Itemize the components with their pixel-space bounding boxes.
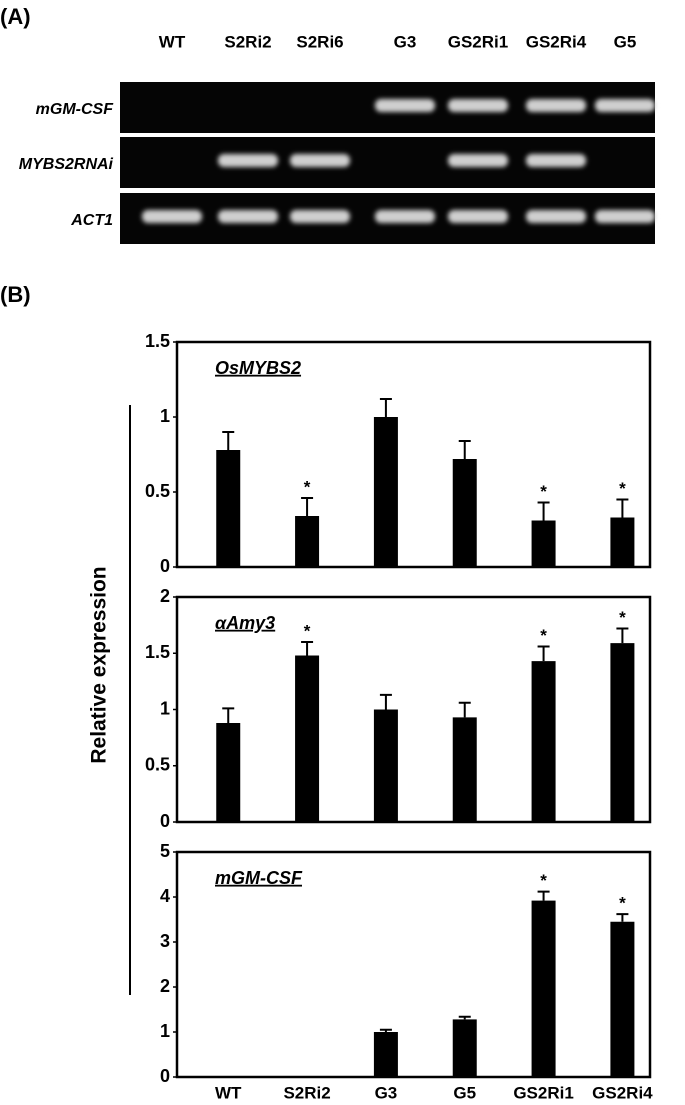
bar (216, 723, 241, 822)
bar (531, 900, 556, 1077)
y-tick-label: 0.5 (145, 481, 170, 501)
gel-band (526, 154, 586, 167)
gel-band (218, 210, 278, 223)
gel-band (448, 210, 508, 223)
plot-frame (175, 340, 652, 569)
y-axis-label: Relative expression (88, 566, 111, 763)
error-bar (458, 701, 471, 718)
significance-mark: * (540, 871, 547, 890)
gel-band (375, 210, 435, 223)
y-tick-label: 0 (160, 811, 170, 831)
lane-label: WT (159, 32, 186, 51)
panel-label: (B) (0, 282, 31, 307)
y-tick-label: 3 (160, 931, 170, 951)
bar (452, 717, 477, 822)
panel-label: (A) (0, 4, 31, 29)
x-tick-label: WT (215, 1083, 242, 1102)
y-tick-label: 0 (160, 556, 170, 576)
bar (452, 459, 477, 567)
gel-band (290, 210, 350, 223)
y-tick-label: 0.5 (145, 755, 170, 775)
plot-frame (175, 595, 652, 824)
gel-band (448, 154, 508, 167)
chart-title: αAmy3 (215, 613, 275, 633)
error-bar (537, 645, 550, 662)
error-bar (379, 1028, 392, 1032)
gel-band (142, 210, 202, 223)
y-tick-label: 1 (160, 406, 170, 426)
error-bar (616, 627, 629, 644)
y-tick-label: 2 (160, 976, 170, 996)
error-bar (379, 693, 392, 710)
significance-mark: * (540, 626, 547, 645)
gel-band (526, 99, 586, 112)
x-tick-label: S2Ri2 (283, 1083, 330, 1102)
y-tick-label: 1 (160, 1021, 170, 1041)
lane-label: G3 (394, 32, 417, 51)
lane-label: G5 (614, 32, 637, 51)
lane-label: GS2Ri1 (448, 32, 508, 51)
x-tick-label: G5 (453, 1083, 476, 1102)
lane-label: GS2Ri4 (526, 32, 587, 51)
y-tick-label: 0 (160, 1066, 170, 1086)
bar (373, 709, 398, 822)
significance-mark: * (304, 621, 311, 640)
bar (373, 1032, 398, 1077)
significance-mark: * (619, 894, 626, 913)
bar (610, 517, 635, 567)
error-bar (301, 641, 314, 656)
error-bar (616, 913, 629, 922)
x-tick-label: GS2Ri1 (513, 1083, 573, 1102)
y-tick-label: 4 (160, 886, 170, 906)
y-tick-label: 2 (160, 586, 170, 606)
gel-band (290, 154, 350, 167)
significance-mark: * (619, 479, 626, 498)
bar (452, 1019, 477, 1077)
error-bar (458, 1015, 471, 1020)
y-tick-label: 1.5 (145, 642, 170, 662)
chart-title: OsMYBS2 (215, 358, 301, 378)
gel-band (595, 99, 655, 112)
y-tick-label: 1 (160, 698, 170, 718)
row-label: mGM-CSF (36, 101, 115, 118)
error-bar (537, 890, 550, 901)
y-tick-label: 1.5 (145, 331, 170, 351)
gel-band (218, 154, 278, 167)
error-bar (616, 498, 629, 518)
bar (216, 450, 241, 567)
error-bar (537, 501, 550, 521)
gel-band (375, 99, 435, 112)
row-label: MYBS2RNAi (19, 156, 114, 173)
significance-mark: * (304, 477, 311, 496)
bar (295, 516, 320, 567)
chart-title: mGM-CSF (215, 868, 303, 888)
bar (610, 921, 635, 1077)
x-tick-label: GS2Ri4 (592, 1083, 653, 1102)
x-tick-label: G3 (375, 1083, 398, 1102)
gel-band (448, 99, 508, 112)
y-tick-label: 5 (160, 841, 170, 861)
error-bar (222, 707, 235, 723)
error-bar (301, 497, 314, 516)
significance-mark: * (619, 608, 626, 627)
gel-band (526, 210, 586, 223)
row-label: ACT1 (70, 212, 113, 229)
bar (531, 520, 556, 567)
lane-label: S2Ri2 (224, 32, 271, 51)
plot-frame (175, 850, 652, 1079)
bar (610, 643, 635, 822)
gel-band (595, 210, 655, 223)
error-bar (222, 431, 235, 450)
error-bar (379, 398, 392, 417)
significance-mark: * (540, 482, 547, 501)
bar (295, 655, 320, 822)
lane-label: S2Ri6 (296, 32, 343, 51)
bar (531, 661, 556, 822)
bar (373, 417, 398, 567)
error-bar (458, 440, 471, 459)
